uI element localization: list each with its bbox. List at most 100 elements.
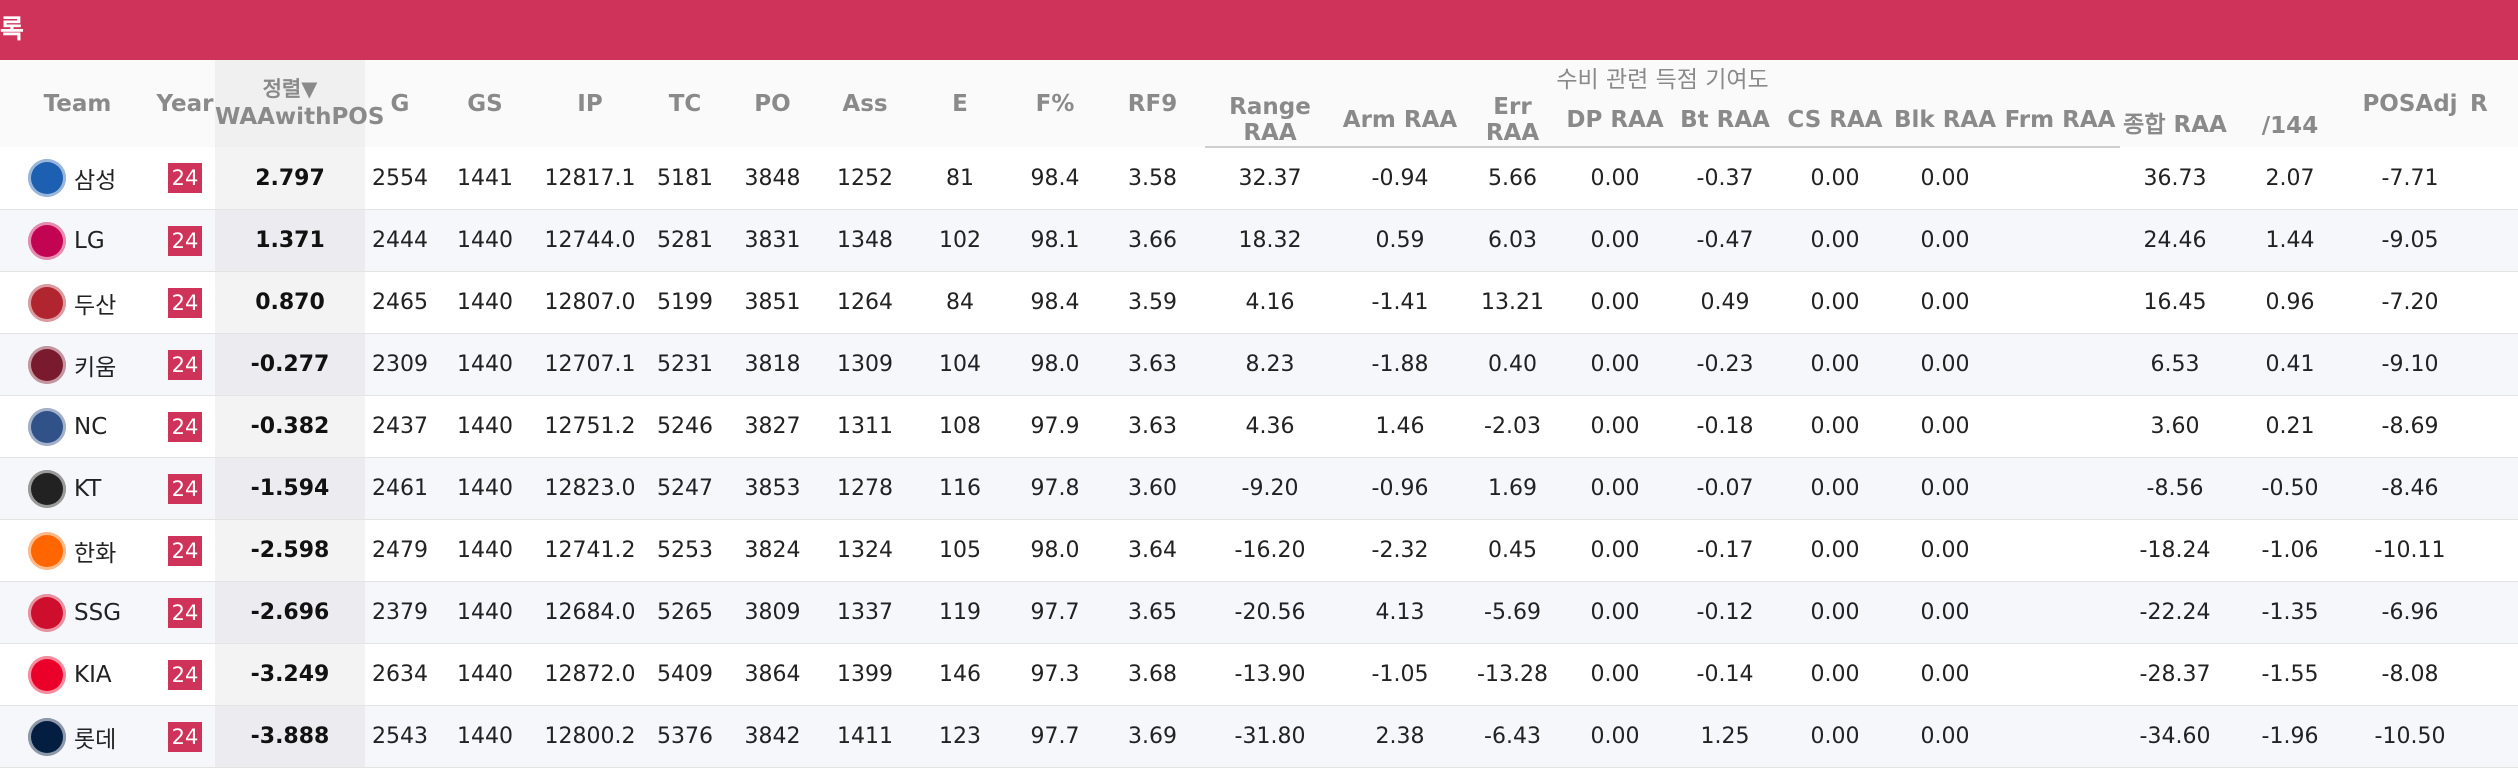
col-header-err[interactable]: Err RAA [1465,94,1560,148]
col-header-year[interactable]: Year [155,60,215,147]
table-row[interactable]: KT 24 -1.594 2461 1440 12823.0 5247 3853 1278 116… [0,457,2518,520]
year-badge[interactable]: 24 [168,163,202,193]
cell-range: -20.56 [1205,581,1335,644]
col-header-per144[interactable]: /144 [2230,60,2350,147]
year-badge[interactable]: 24 [168,473,202,504]
col-header-frm[interactable]: Frm RAA [2000,94,2120,148]
cell-frm [2000,457,2120,520]
col-header-rf9[interactable]: RF9 [1100,60,1205,147]
cell-arm: 0.59 [1335,209,1465,272]
table-row[interactable]: 키움 24 -0.277 2309 1440 12707.1 5231 3818 1309 104… [0,333,2518,396]
team-name[interactable]: 롯데 [74,726,117,753]
cell-arm: -1.88 [1335,333,1465,396]
year-badge[interactable]: 24 [168,349,202,380]
col-header-range[interactable]: Range RAA [1205,94,1335,148]
col-header-total[interactable]: 종합 RAA [2120,60,2230,147]
year-badge[interactable]: 24 [168,411,202,442]
cell-waa: -3.888 [215,705,365,768]
team-cell[interactable]: SSG [0,581,155,644]
col-header-dp[interactable]: DP RAA [1560,94,1670,148]
cell-g: 2444 [365,209,435,272]
col-header-bt[interactable]: Bt RAA [1670,94,1780,148]
cell-range: -31.80 [1205,705,1335,768]
table-row[interactable]: LG 24 1.371 2444 1440 12744.0 5281 3831 1348 102 9… [0,209,2518,272]
team-name[interactable]: 한화 [74,540,117,567]
cell-gs: 1440 [435,395,535,458]
cell-frm [2000,395,2120,458]
sort-indicator[interactable]: 정렬▼ [262,76,318,101]
cell-per144: 1.44 [2230,209,2350,272]
cell-waa: -2.696 [215,581,365,644]
cell-fpct: 98.0 [1010,519,1100,582]
team-name[interactable]: 삼성 [74,168,117,194]
cell-dp: 0.00 [1560,333,1670,396]
team-cell[interactable]: 삼성 [0,147,155,210]
year-badge[interactable]: 24 [168,659,202,690]
cell-bt: -0.23 [1670,333,1780,396]
col-header-waa[interactable]: 정렬▼ WAAwithPOS [215,60,385,147]
col-header-cs[interactable]: CS RAA [1780,94,1890,148]
year-badge[interactable]: 24 [168,721,202,752]
year-badge[interactable]: 24 [168,225,202,256]
cell-gs: 1440 [435,581,535,644]
team-cell[interactable]: 한화 [0,519,155,582]
cell-cs: 0.00 [1780,581,1890,644]
team-name[interactable]: LG [74,227,105,254]
col-header-posadj[interactable]: POSAdj [2350,60,2470,147]
col-header-cut[interactable]: R [2470,60,2518,147]
col-header-team[interactable]: Team [0,60,155,147]
year-badge[interactable]: 24 [168,535,202,566]
col-header-ip[interactable]: IP [535,60,645,147]
cell-waa: -2.598 [215,519,365,582]
table-row[interactable]: SSG 24 -2.696 2379 1440 12684.0 5265 3809 1337 11… [0,581,2518,644]
year-badge[interactable]: 24 [168,597,202,628]
col-header-ass[interactable]: Ass [820,60,910,147]
table-row[interactable]: 삼성 24 2.797 2554 1441 12817.1 5181 3848 1252 81 98… [0,147,2518,210]
year-badge[interactable]: 24 [168,287,202,318]
cell-arm: 2.38 [1335,705,1465,768]
team-cell[interactable]: 두산 [0,271,155,334]
col-header-blk[interactable]: Blk RAA [1890,94,2000,148]
team-logo-icon [28,407,66,446]
cell-frm [2000,581,2120,644]
team-name[interactable]: NC [74,413,108,440]
cell-cs: 0.00 [1780,147,1890,210]
col-header-waa-label: WAAwithPOS [215,103,385,130]
team-logo-icon [28,469,66,508]
cell-frm [2000,333,2120,396]
cell-gs: 1440 [435,519,535,582]
table-row[interactable]: 두산 24 0.870 2465 1440 12807.0 5199 3851 1264 84 98… [0,271,2518,334]
team-cell[interactable]: KT [0,457,155,520]
col-header-g[interactable]: G [365,60,435,147]
team-name[interactable]: 키움 [74,354,117,381]
col-header-po[interactable]: PO [725,60,820,147]
table-row[interactable]: KIA 24 -3.249 2634 1440 12872.0 5409 3864 1399 14… [0,643,2518,706]
cell-range: -9.20 [1205,457,1335,520]
team-name[interactable]: KT [74,475,102,502]
team-name[interactable]: SSG [74,599,122,626]
table-row[interactable]: NC 24 -0.382 2437 1440 12751.2 5246 3827 1311 108… [0,395,2518,458]
team-cell[interactable]: KIA [0,643,155,706]
cell-po: 3824 [725,519,820,582]
team-cell[interactable]: 롯데 [0,705,155,768]
col-header-e[interactable]: E [910,60,1010,147]
team-name[interactable]: KIA [74,661,112,688]
table-row[interactable]: 한화 24 -2.598 2479 1440 12741.2 5253 3824 1324 105… [0,519,2518,582]
cell-blk: 0.00 [1890,209,2000,272]
cell-posadj: -10.11 [2350,519,2470,582]
col-header-fpct[interactable]: F% [1010,60,1100,147]
table-row[interactable]: 롯데 24 -3.888 2543 1440 12800.2 5376 3842 1411 123… [0,705,2518,768]
cell-posadj: -9.05 [2350,209,2470,272]
col-header-arm[interactable]: Arm RAA [1335,94,1465,148]
cell-rf9: 3.66 [1100,209,1205,272]
team-cell[interactable]: LG [0,209,155,272]
cell-cs: 0.00 [1780,643,1890,706]
team-cell[interactable]: NC [0,395,155,458]
team-name[interactable]: 두산 [74,292,117,319]
cell-range: -16.20 [1205,519,1335,582]
cell-cut [2470,457,2518,520]
col-header-tc[interactable]: TC [645,60,725,147]
col-header-gs[interactable]: GS [435,60,535,147]
cell-arm: 1.46 [1335,395,1465,458]
team-cell[interactable]: 키움 [0,333,155,396]
